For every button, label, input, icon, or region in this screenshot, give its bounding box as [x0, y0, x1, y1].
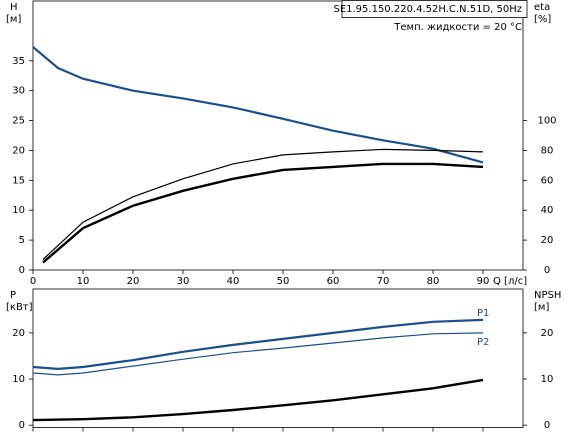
y-tick-label: 0: [19, 265, 25, 276]
y2-tick-label: 20: [541, 328, 554, 339]
data-line: [32, 46, 484, 164]
y-tick-label: 0: [19, 420, 25, 431]
data-line: [32, 332, 484, 376]
y2-axis-unit: [м]: [534, 302, 549, 313]
x-tick-label: 80: [427, 276, 440, 287]
x-axis-label: Q [л/с]: [493, 276, 527, 287]
y2-axis-unit: [%]: [534, 14, 551, 25]
data-line: [42, 162, 484, 264]
y-axis-unit: [м]: [6, 14, 21, 25]
y2-tick-label: 60: [541, 175, 554, 186]
y2-axis-label: NPSH: [534, 290, 561, 301]
y2-tick-label: 100: [537, 116, 556, 127]
x-tick-label: 60: [327, 276, 340, 287]
y-tick-label: 15: [12, 175, 25, 186]
y-axis-unit: [кВт]: [6, 302, 33, 313]
data-line: [32, 378, 484, 422]
y2-tick-label: 40: [541, 205, 554, 216]
y2-tick-label: 80: [541, 145, 554, 156]
y2-tick-label: 0: [544, 265, 550, 276]
data-line: [42, 148, 484, 260]
series-label: P2: [477, 337, 489, 348]
x-tick-label: 50: [277, 276, 290, 287]
info-box: [341, 0, 528, 18]
plot-area: [32, 288, 524, 428]
chart-subtitle: Темп. жидкости = 20 °C: [393, 22, 522, 33]
x-tick-label: 30: [177, 276, 190, 287]
x-tick-label: 0: [30, 276, 36, 287]
plot-area: [32, 0, 524, 271]
series-label: P1: [477, 308, 489, 319]
y2-tick-label: 10: [541, 374, 554, 385]
y-tick-label: 5: [19, 235, 25, 246]
y-tick-label: 10: [12, 205, 25, 216]
y2-axis-label: eta: [534, 2, 550, 13]
y-tick-label: 20: [12, 145, 25, 156]
y-axis-label: P: [10, 290, 16, 301]
y2-tick-label: 20: [541, 235, 554, 246]
y-axis-label: H: [10, 2, 18, 13]
data-line: [32, 318, 484, 371]
y-tick-label: 30: [12, 86, 25, 97]
x-tick-label: 20: [127, 276, 140, 287]
chart-title: SE1.95.150.220.4.52H.C.N.51D, 50Hz: [333, 4, 522, 15]
y2-tick-label: 0: [544, 420, 550, 431]
y-tick-label: 10: [12, 374, 25, 385]
x-tick-label: 40: [227, 276, 240, 287]
x-tick-label: 10: [77, 276, 90, 287]
y-tick-label: 35: [12, 56, 25, 67]
x-tick-label: 70: [377, 276, 390, 287]
y-tick-label: 25: [12, 116, 25, 127]
x-tick-label: 90: [477, 276, 490, 287]
y-tick-label: 20: [12, 328, 25, 339]
